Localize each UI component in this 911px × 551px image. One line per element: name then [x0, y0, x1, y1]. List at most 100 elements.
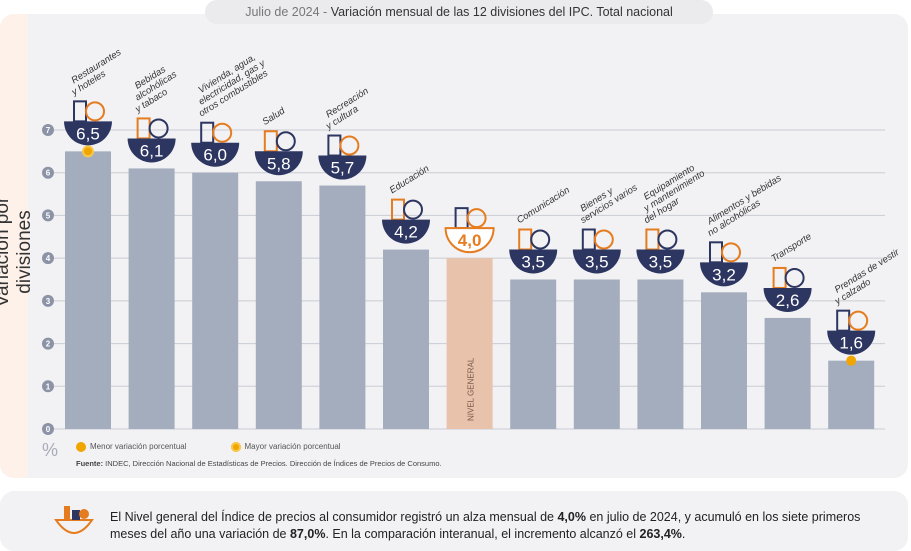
- category-label: Prendas de vestiry calzado: [827, 247, 907, 308]
- value-label: 3,2: [712, 265, 736, 284]
- category-label: Transporte: [769, 231, 813, 264]
- bar: [128, 168, 175, 429]
- icon-shape: [530, 229, 551, 250]
- summary-part: en julio de 2024, y acumuló en los siete…: [110, 510, 861, 541]
- division-icon: [200, 121, 233, 144]
- division-icon: [73, 100, 105, 123]
- legend: Menor variación porcentual Mayor variaci…: [76, 442, 341, 452]
- category-label-line: Alimentos y bebidas: [705, 173, 784, 228]
- y-tick-label: 1: [46, 382, 51, 391]
- max-marker: [82, 145, 94, 158]
- y-tick-label: 5: [46, 211, 51, 220]
- y-tick-marker: [42, 337, 54, 350]
- division-icon: [454, 207, 487, 230]
- icon-shape: [836, 309, 851, 332]
- legend-min-label: Menor variación porcentual: [90, 442, 187, 452]
- bar: [701, 292, 747, 429]
- icon-shape: [772, 266, 787, 289]
- y-tick-marker: [42, 380, 54, 393]
- icon-shape: [148, 118, 169, 139]
- icon-shape: [73, 100, 87, 123]
- value-label: 5,8: [267, 154, 291, 173]
- division-icon: [645, 228, 678, 251]
- icon-shape: [275, 131, 296, 152]
- icon-shape: [85, 101, 105, 122]
- division-icon: [836, 309, 869, 332]
- division-icon: [263, 130, 296, 153]
- icon-shape: [657, 229, 678, 250]
- value-label: 4,2: [394, 223, 418, 242]
- bar: [637, 279, 684, 429]
- bar: [255, 181, 302, 429]
- category-label: Comunicación: [515, 185, 572, 226]
- icon-shape: [403, 199, 423, 220]
- value-label: 3,5: [649, 253, 673, 272]
- value-badge: [382, 219, 431, 244]
- category-label: Restaurantesy hoteles: [64, 47, 129, 99]
- value-label: 6,5: [76, 124, 100, 143]
- category-label-line: Transporte: [769, 231, 813, 264]
- value-badge: [254, 151, 303, 176]
- value-badge: [127, 138, 176, 163]
- value-badge: [191, 142, 240, 167]
- value-badge: [64, 121, 112, 146]
- value-label: 5,7: [331, 159, 355, 178]
- y-tick-label: 3: [46, 297, 51, 306]
- icon-shape: [263, 130, 278, 153]
- shopping-basket-icon: [54, 506, 94, 534]
- bar: [319, 185, 366, 429]
- summary-text: El Nivel general del Índice de precios a…: [110, 509, 900, 543]
- summary-panel: [0, 491, 908, 551]
- category-label: Salud: [261, 105, 288, 128]
- icon-shape: [848, 310, 869, 331]
- monthly-rate: 4,0%: [557, 510, 586, 524]
- source-text: INDEC, Dirección Nacional de Estadística…: [103, 459, 442, 468]
- icon-shape: [466, 208, 487, 229]
- category-label: Alimentos y bebidasno alcohólicas: [700, 173, 789, 239]
- division-icon: [709, 241, 741, 264]
- division-icon: [772, 266, 805, 289]
- bar: [510, 279, 557, 429]
- value-label: 4,0: [458, 231, 482, 250]
- icon-shape: [200, 121, 215, 144]
- y-tick-marker: [42, 252, 54, 265]
- icon-shape: [721, 242, 741, 263]
- cumulative-rate: 87,0%: [289, 527, 326, 541]
- summary-part: El Nivel general del Índice de precios a…: [110, 510, 558, 524]
- icon-shape: [581, 228, 596, 251]
- value-badge: [572, 249, 621, 274]
- category-label: Equipamientoy mantenimientodel hogar: [632, 160, 713, 226]
- category-label: Bienes yservicios varios: [573, 174, 639, 226]
- y-tick-label: 2: [46, 340, 51, 349]
- bar: [573, 279, 620, 429]
- source-label: Fuente:: [76, 459, 104, 468]
- max-marker-icon: [230, 442, 241, 452]
- icon-shape: [645, 228, 660, 251]
- chart-title: Julio de 2024 - Variación mensual de las…: [205, 0, 713, 24]
- division-icon: [518, 228, 551, 251]
- value-label: 6,1: [140, 141, 164, 160]
- min-marker: [846, 355, 857, 366]
- category-label-line: Educación: [388, 163, 431, 196]
- y-tick-marker: [42, 166, 54, 179]
- value-badge: [700, 262, 748, 287]
- summary-part: .: [681, 527, 686, 541]
- value-label: 3,5: [521, 253, 545, 272]
- category-label: Recreacióny cultura: [318, 86, 376, 133]
- y-tick-marker: [42, 124, 54, 136]
- icon-shape: [327, 134, 342, 157]
- title-separator: -: [319, 5, 331, 19]
- icon-shape: [709, 241, 723, 264]
- y-tick-label: 4: [46, 254, 51, 263]
- bar: [828, 360, 875, 429]
- icon-shape: [593, 229, 614, 250]
- bar: [764, 317, 811, 429]
- icon-shape: [339, 135, 360, 156]
- y-tick-label: 0: [46, 425, 51, 434]
- title-date: Julio de 2024: [245, 5, 320, 19]
- yearly-rate: 263,4%: [639, 527, 682, 541]
- legend-max-label: Mayor variación porcentual: [244, 442, 341, 452]
- bar: [446, 258, 493, 429]
- icon-shape: [518, 228, 533, 251]
- legend-min: Menor variación porcentual: [76, 442, 187, 452]
